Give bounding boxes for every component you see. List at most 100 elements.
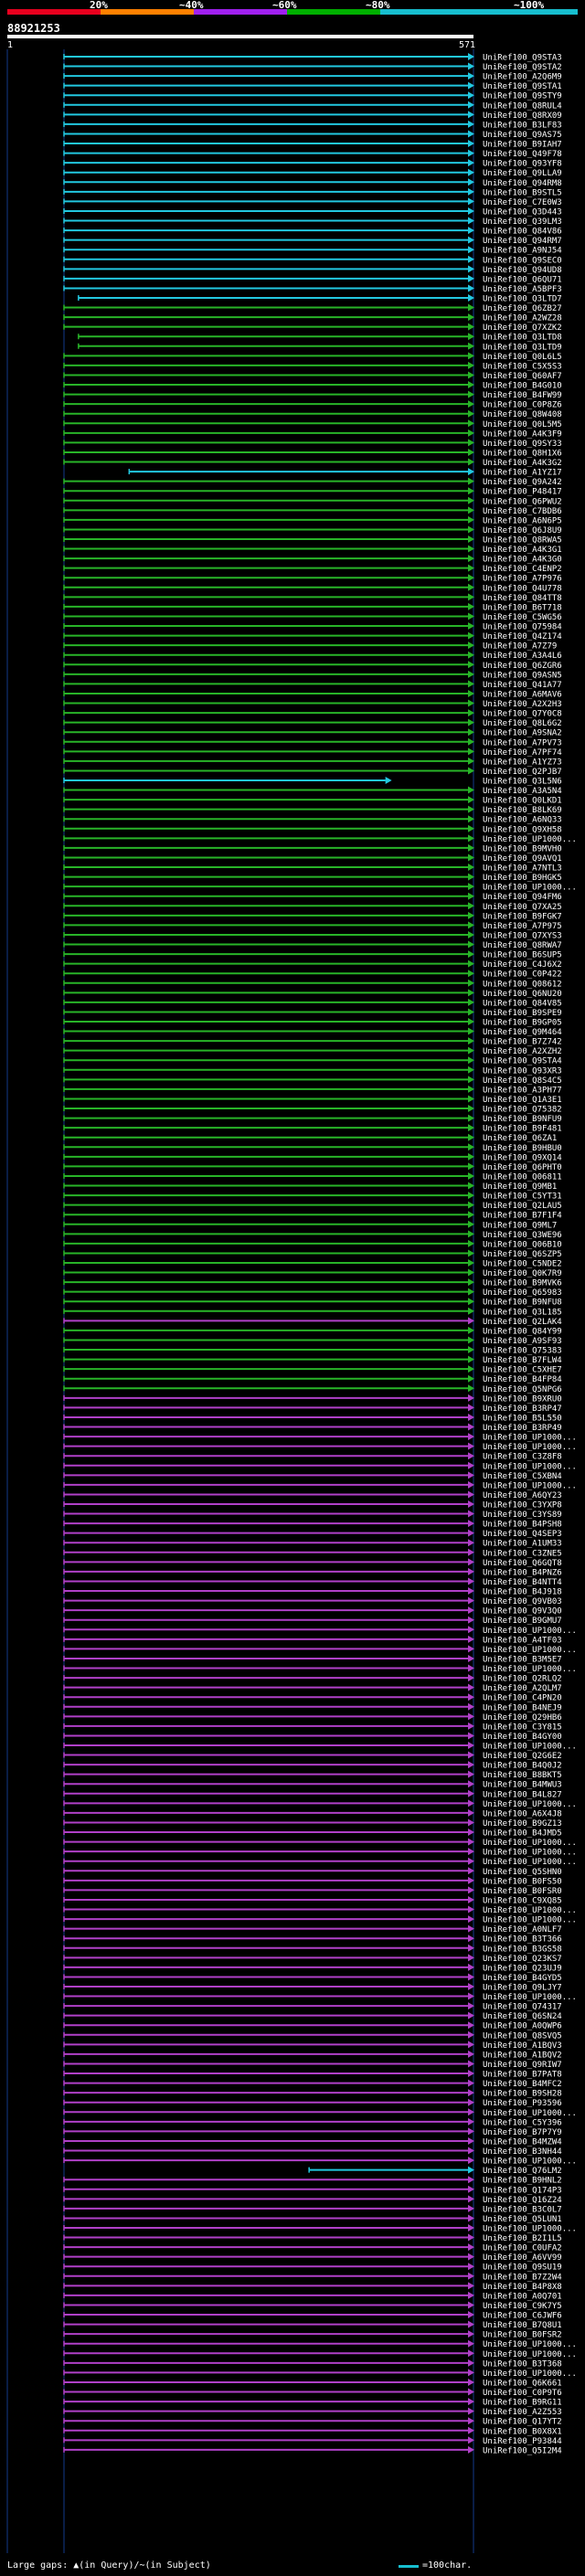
hit-label[interactable]: UniRef100_C5XHE7 bbox=[483, 1366, 562, 1375]
hit-label[interactable]: UniRef100_B4JMD5 bbox=[483, 1829, 562, 1839]
hit-label[interactable]: UniRef100_Q9STY9 bbox=[483, 92, 562, 101]
hit-label[interactable]: UniRef100_Q6PWU2 bbox=[483, 497, 562, 506]
hit-label[interactable]: UniRef100_C7E0W3 bbox=[483, 198, 562, 207]
hit-label[interactable]: UniRef100_B6T718 bbox=[483, 603, 562, 612]
hit-label[interactable]: UniRef100_Q41A77 bbox=[483, 681, 562, 690]
hit-label[interactable]: UniRef100_Q17YT2 bbox=[483, 2418, 562, 2427]
hit-label[interactable]: UniRef100_Q5SHN0 bbox=[483, 1868, 562, 1877]
hit-label[interactable]: UniRef100_C4J6X2 bbox=[483, 960, 562, 970]
hit-label[interactable]: UniRef100_Q6NU20 bbox=[483, 990, 562, 999]
hit-label[interactable]: UniRef100_C5Y396 bbox=[483, 2118, 562, 2127]
hit-label[interactable]: UniRef100_Q6ZB27 bbox=[483, 304, 562, 313]
hit-label[interactable]: UniRef100_UP1000... bbox=[483, 1993, 577, 2002]
hit-label[interactable]: UniRef100_UP1000... bbox=[483, 1916, 577, 1925]
hit-label[interactable]: UniRef100_B4NTT4 bbox=[483, 1578, 562, 1587]
hit-label[interactable]: UniRef100_P93844 bbox=[483, 2437, 562, 2446]
hit-label[interactable]: UniRef100_Q06B10 bbox=[483, 1240, 562, 1249]
hit-label[interactable]: UniRef100_Q94RM8 bbox=[483, 179, 562, 188]
hit-label[interactable]: UniRef100_B9NFU9 bbox=[483, 1115, 562, 1124]
hit-label[interactable]: UniRef100_C4PN20 bbox=[483, 1694, 562, 1703]
hit-label[interactable]: UniRef100_A4K3F9 bbox=[483, 429, 562, 439]
hit-label[interactable]: UniRef100_A1BQV2 bbox=[483, 2051, 562, 2060]
hit-label[interactable]: UniRef100_A7P976 bbox=[483, 575, 562, 584]
hit-label[interactable]: UniRef100_B4GY00 bbox=[483, 1733, 562, 1742]
hit-label[interactable]: UniRef100_B3T366 bbox=[483, 1935, 562, 1945]
hit-label[interactable]: UniRef100_B7F1F4 bbox=[483, 1212, 562, 1221]
hit-label[interactable]: UniRef100_Q75984 bbox=[483, 623, 562, 632]
hit-label[interactable]: UniRef100_UP1000... bbox=[483, 2109, 577, 2118]
hit-label[interactable]: UniRef100_UP1000... bbox=[483, 1443, 577, 1452]
hit-label[interactable]: UniRef100_B4L827 bbox=[483, 1790, 562, 1799]
hit-label[interactable]: UniRef100_UP1000... bbox=[483, 1462, 577, 1471]
hit-label[interactable]: UniRef100_Q8RX09 bbox=[483, 111, 562, 121]
hit-label[interactable]: UniRef100_Q0K7R9 bbox=[483, 1269, 562, 1278]
hit-label[interactable]: UniRef100_C6JWF6 bbox=[483, 2312, 562, 2321]
hit-label[interactable]: UniRef100_B9MVH0 bbox=[483, 844, 562, 853]
hit-label[interactable]: UniRef100_A6VV99 bbox=[483, 2253, 562, 2263]
hit-label[interactable]: UniRef100_UP1000... bbox=[483, 2157, 577, 2167]
hit-label[interactable]: UniRef100_Q94RM7 bbox=[483, 237, 562, 246]
hit-label[interactable]: UniRef100_Q9M464 bbox=[483, 1028, 562, 1037]
hit-label[interactable]: UniRef100_A6X4J8 bbox=[483, 1809, 562, 1818]
hit-label[interactable]: UniRef100_B3RP49 bbox=[483, 1424, 562, 1433]
hit-label[interactable]: UniRef100_A9SF93 bbox=[483, 1337, 562, 1346]
hit-label[interactable]: UniRef100_Q3D443 bbox=[483, 207, 562, 217]
hit-label[interactable]: UniRef100_A5BPF3 bbox=[483, 285, 562, 294]
hit-label[interactable]: UniRef100_Q9XH58 bbox=[483, 825, 562, 834]
hit-label[interactable]: UniRef100_Q9XQ14 bbox=[483, 1153, 562, 1162]
hit-label[interactable]: UniRef100_B6SUP5 bbox=[483, 951, 562, 960]
hit-label[interactable]: UniRef100_UP1000... bbox=[483, 1849, 577, 1858]
hit-label[interactable]: UniRef100_B9RG11 bbox=[483, 2399, 562, 2408]
hit-label[interactable]: UniRef100_Q9MB1 bbox=[483, 1182, 557, 1192]
hit-label[interactable]: UniRef100_Q8RUL4 bbox=[483, 101, 562, 111]
hit-label[interactable]: UniRef100_A4TF03 bbox=[483, 1636, 562, 1645]
hit-label[interactable]: UniRef100_Q3WE96 bbox=[483, 1231, 562, 1240]
hit-label[interactable]: UniRef100_C0P9T6 bbox=[483, 2389, 562, 2398]
hit-label[interactable]: UniRef100_Q6K661 bbox=[483, 2379, 562, 2388]
hit-label[interactable]: UniRef100_B3LF83 bbox=[483, 121, 562, 130]
hit-label[interactable]: UniRef100_Q8RWA5 bbox=[483, 536, 562, 546]
hit-label[interactable]: UniRef100_Q9ASN5 bbox=[483, 671, 562, 680]
hit-label[interactable]: UniRef100_B7FLW4 bbox=[483, 1356, 562, 1365]
hit-label[interactable]: UniRef100_A2XZH2 bbox=[483, 1047, 562, 1056]
hit-label[interactable]: UniRef100_Q84V86 bbox=[483, 228, 562, 237]
hit-label[interactable]: UniRef100_A2Q6M9 bbox=[483, 73, 562, 82]
hit-label[interactable]: UniRef100_A1YZ73 bbox=[483, 758, 562, 767]
hit-label[interactable]: UniRef100_A4K3G0 bbox=[483, 556, 562, 565]
hit-label[interactable]: UniRef100_B4G010 bbox=[483, 382, 562, 391]
hit-label[interactable]: UniRef100_B9XRU0 bbox=[483, 1394, 562, 1404]
hit-label[interactable]: UniRef100_Q9STA3 bbox=[483, 54, 562, 63]
hit-label[interactable]: UniRef100_B0X8X1 bbox=[483, 2427, 562, 2436]
hit-label[interactable]: UniRef100_UP1000... bbox=[483, 1665, 577, 1674]
hit-label[interactable]: UniRef100_A1YZ17 bbox=[483, 469, 562, 478]
hit-label[interactable]: UniRef100_B3RP47 bbox=[483, 1405, 562, 1414]
hit-label[interactable]: UniRef100_UP1000... bbox=[483, 2369, 577, 2379]
hit-label[interactable]: UniRef100_A6N6P5 bbox=[483, 516, 562, 525]
hit-label[interactable]: UniRef100_C7BDB6 bbox=[483, 507, 562, 516]
hit-label[interactable]: UniRef100_Q5I2M4 bbox=[483, 2446, 562, 2455]
hit-label[interactable]: UniRef100_B7PAT8 bbox=[483, 2071, 562, 2080]
hit-label[interactable]: UniRef100_B9HGK5 bbox=[483, 874, 562, 883]
hit-label[interactable]: UniRef100_C0P8Z6 bbox=[483, 401, 562, 410]
hit-label[interactable]: UniRef100_UP1000... bbox=[483, 1743, 577, 1752]
hit-label[interactable]: UniRef100_B9FGK7 bbox=[483, 912, 562, 921]
hit-label[interactable]: UniRef100_Q0LKD1 bbox=[483, 797, 562, 806]
hit-label[interactable]: UniRef100_A7PF74 bbox=[483, 748, 562, 758]
hit-label[interactable]: UniRef100_Q6J8U9 bbox=[483, 526, 562, 535]
hit-label[interactable]: UniRef100_A3A4L6 bbox=[483, 652, 562, 661]
hit-label[interactable]: UniRef100_B4GYD5 bbox=[483, 1974, 562, 1983]
hit-label[interactable]: UniRef100_Q9A242 bbox=[483, 478, 562, 487]
hit-label[interactable]: UniRef100_UP1000... bbox=[483, 1646, 577, 1655]
hit-label[interactable]: UniRef100_B9F481 bbox=[483, 1125, 562, 1134]
hit-label[interactable]: UniRef100_C0P422 bbox=[483, 970, 562, 980]
hit-label[interactable]: UniRef100_Q8SVQ5 bbox=[483, 2031, 562, 2041]
hit-label[interactable]: UniRef100_UP1000... bbox=[483, 1839, 577, 1848]
hit-label[interactable]: UniRef100_B2I1L5 bbox=[483, 2234, 562, 2243]
hit-label[interactable]: UniRef100_B5L550 bbox=[483, 1414, 562, 1423]
hit-label[interactable]: UniRef100_UP1000... bbox=[483, 2340, 577, 2349]
hit-label[interactable]: UniRef100_Q9STA1 bbox=[483, 82, 562, 91]
hit-label[interactable]: UniRef100_B4MZW4 bbox=[483, 2137, 562, 2147]
hit-label[interactable]: UniRef100_B4P8X8 bbox=[483, 2283, 562, 2292]
hit-label[interactable]: UniRef100_UP1000... bbox=[483, 1858, 577, 1867]
hit-label[interactable]: UniRef100_C9XQ85 bbox=[483, 1896, 562, 1905]
